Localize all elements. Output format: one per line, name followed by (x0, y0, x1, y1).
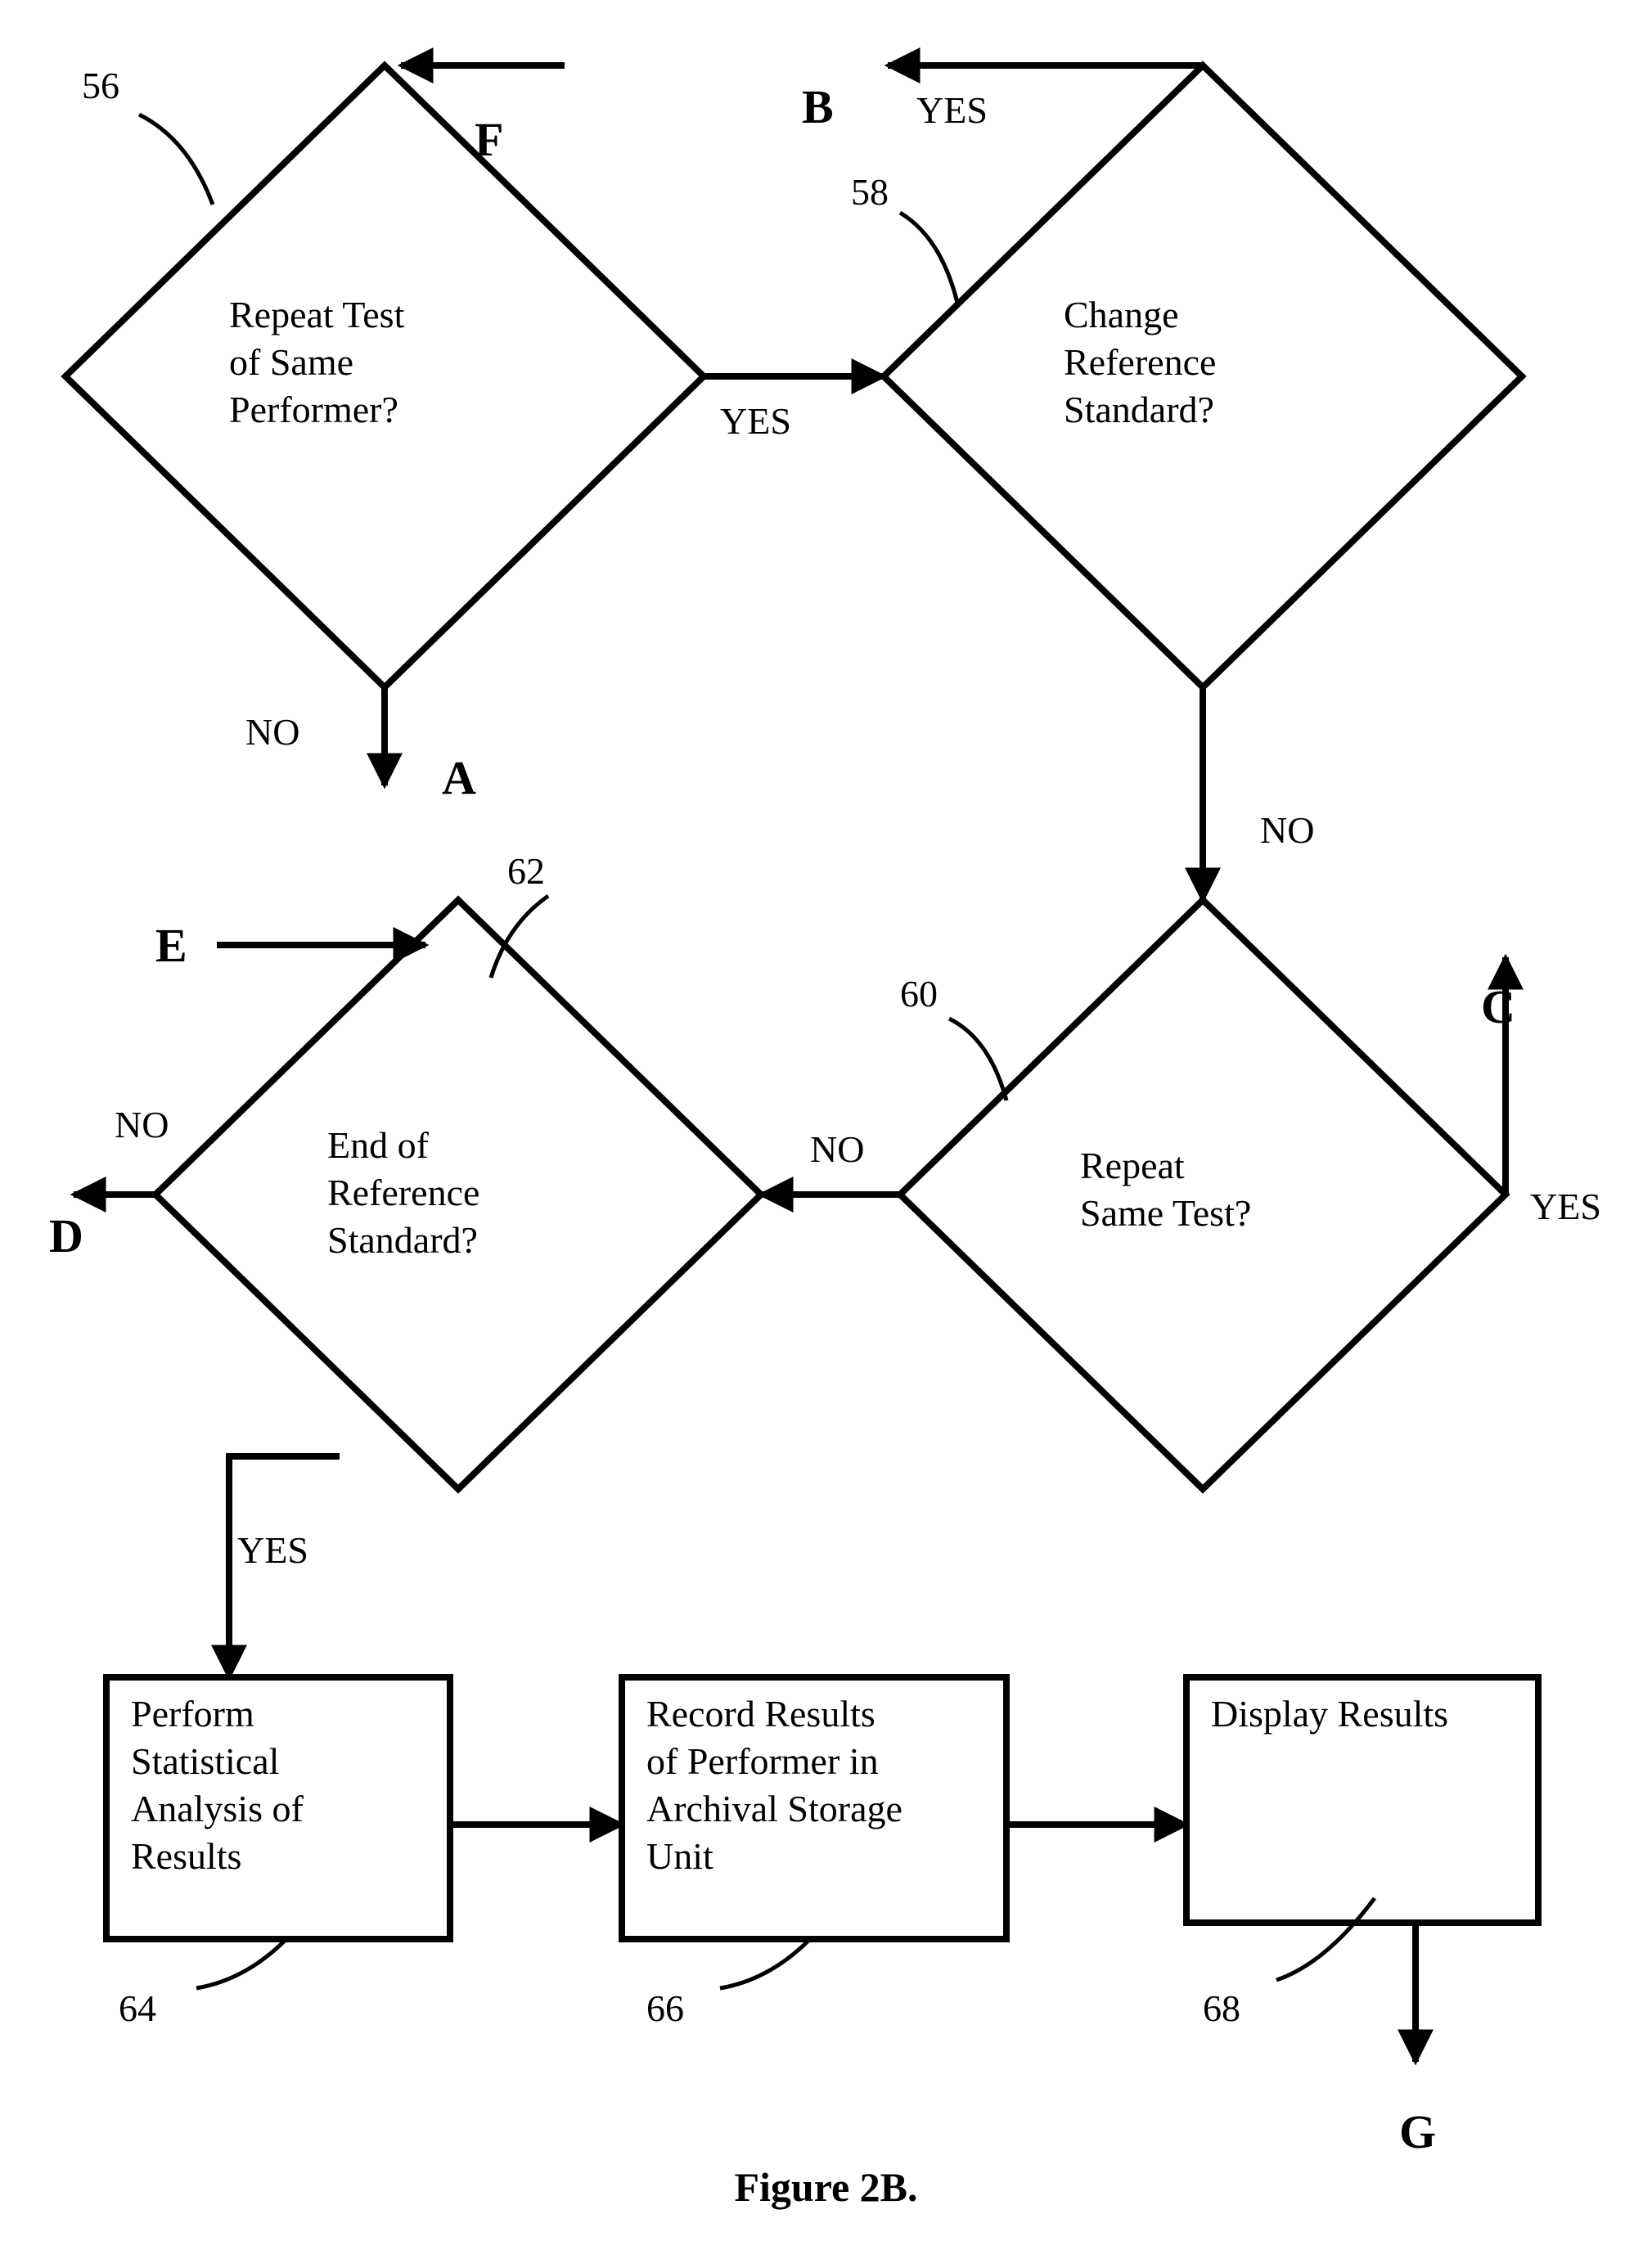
d56: Repeat Test of Same Performer? 56 (65, 65, 704, 687)
e58_B: YES (888, 65, 1203, 131)
connector-G: G (1399, 2105, 1436, 2158)
p66-text: Record Results (646, 1693, 876, 1735)
d62-text: Standard? (327, 1219, 478, 1261)
p68: Display Results 68 (1186, 1677, 1538, 2029)
ref-66: 66 (646, 1987, 684, 2029)
d60: Repeat Same Test? 60 (900, 900, 1506, 1489)
e62_64: YES (229, 1456, 340, 1677)
p64: Perform Statistical Analysis of Results 64 (106, 1677, 450, 2029)
p64-text: Statistical (131, 1740, 279, 1782)
figure-title: Figure 2B. (734, 2164, 917, 2210)
d56-text: of Same (229, 341, 353, 383)
flowchart-figure: Repeat Test of Same Performer? 56 Change Refe… (0, 0, 1652, 2250)
d58-text: Standard? (1064, 389, 1214, 430)
e56_A-label: NO (245, 711, 299, 753)
connector-D: D (49, 1209, 83, 1262)
connector-C: C (1481, 980, 1515, 1033)
ref-68: 68 (1203, 1987, 1240, 2029)
e56_58: YES (704, 376, 884, 442)
d62-text: Reference (327, 1172, 479, 1213)
p66-text: of Performer in (646, 1740, 879, 1782)
p68-text: Display Results (1211, 1693, 1448, 1735)
e60_62: NO (761, 1128, 900, 1195)
p64-text: Results (131, 1835, 241, 1877)
e58_60: NO (1203, 687, 1314, 900)
e62_D-label: NO (115, 1104, 169, 1145)
e60_62-label: NO (810, 1128, 864, 1170)
ref-60: 60 (900, 973, 938, 1015)
d58-text: Reference (1064, 341, 1216, 383)
d62-text: End of (327, 1124, 430, 1166)
e60_C: YES (1506, 957, 1601, 1227)
d58: Change Reference Standard? 58 (851, 65, 1522, 687)
connector-A: A (442, 751, 476, 804)
d56-text: Performer? (229, 389, 398, 430)
connector-F: F (475, 113, 503, 166)
connector-B: B (802, 80, 834, 133)
d56-text: Repeat Test (229, 294, 405, 335)
e60_C-label: YES (1530, 1186, 1601, 1227)
d60-text: Same Test? (1080, 1192, 1251, 1234)
e62_D: NO (74, 1104, 169, 1195)
p66: Record Results of Performer in Archival St… (622, 1677, 1006, 2029)
connector-E: E (155, 919, 187, 972)
d60-text: Repeat (1080, 1145, 1185, 1186)
d58-text: Change (1064, 294, 1179, 335)
e62_64-label: YES (237, 1529, 308, 1571)
p66-text: Unit (646, 1835, 713, 1877)
e58_B-label: YES (916, 89, 988, 131)
e56_58-label: YES (720, 400, 791, 442)
ref-64: 64 (119, 1987, 156, 2029)
p64-text: Analysis of (131, 1788, 304, 1829)
ref-58: 58 (851, 171, 889, 213)
ref-56: 56 (82, 65, 119, 106)
p64-text: Perform (131, 1693, 254, 1735)
e58_60-label: NO (1260, 809, 1314, 851)
p66-text: Archival Storage (646, 1788, 903, 1829)
ref-62: 62 (507, 850, 545, 892)
e56_A: NO (245, 687, 385, 785)
